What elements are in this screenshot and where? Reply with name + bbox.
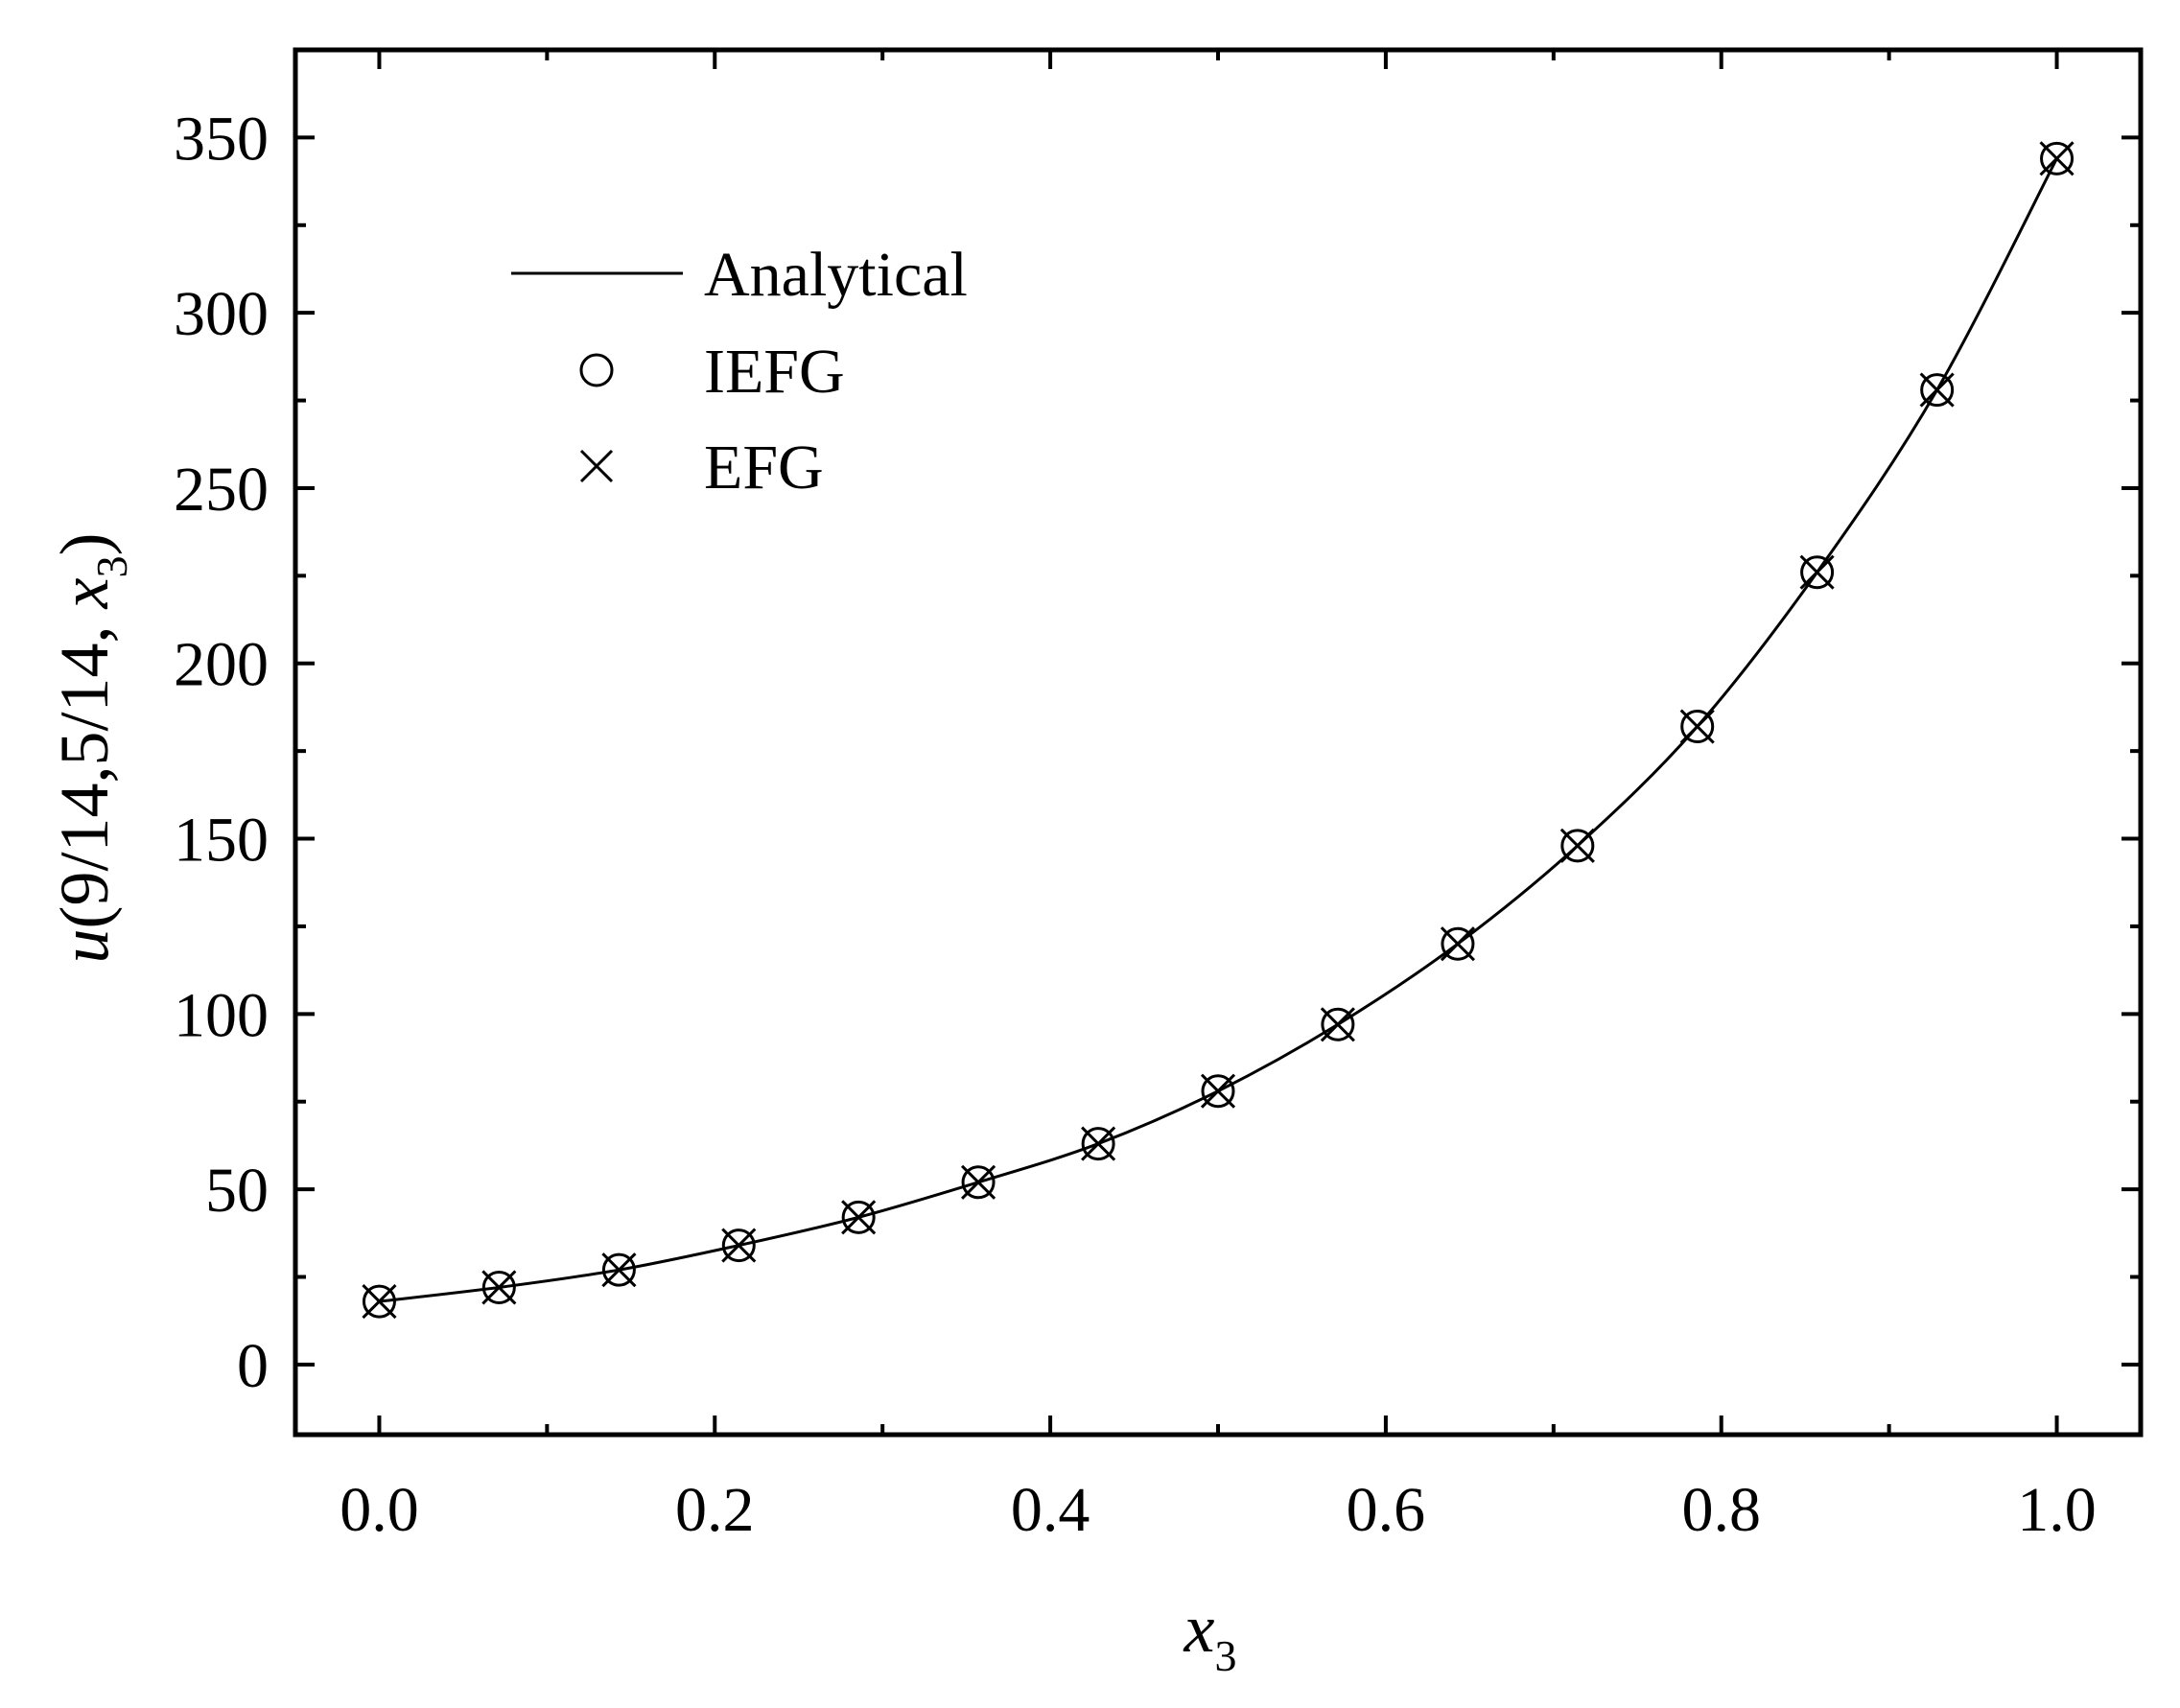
iefg-point <box>1081 1127 1115 1161</box>
legend-efg-label: EFG <box>704 433 824 503</box>
y-tick-label: 200 <box>174 630 269 700</box>
y-axis-label-close: ) <box>46 533 123 556</box>
y-axis-label: u(9/14,5/14, x3) <box>46 533 136 964</box>
y-tick-label: 300 <box>174 279 269 349</box>
x-tick-label: 0.6 <box>1347 1475 1426 1545</box>
legend-analytical-label: Analytical <box>704 240 968 310</box>
efg-point <box>1440 926 1476 962</box>
x-tick-label: 0.4 <box>1011 1475 1090 1545</box>
iefg-point <box>1920 373 1955 408</box>
efg-point <box>1081 1126 1116 1161</box>
iefg-point <box>1201 1074 1235 1109</box>
efg-point <box>960 1164 996 1200</box>
y-axis-label-func: u <box>46 928 123 963</box>
efg-point <box>1559 828 1595 863</box>
iefg-point <box>1680 710 1715 744</box>
y-tick-label: 250 <box>174 455 269 525</box>
y-axis-label-sub: 3 <box>87 556 136 578</box>
iefg-point <box>2040 141 2075 175</box>
efg-point <box>1200 1073 1236 1109</box>
iefg-point <box>601 1252 636 1287</box>
plot-frame <box>293 47 2144 1438</box>
efg-point <box>841 1200 877 1235</box>
efg-point <box>2039 141 2075 176</box>
iefg-point <box>961 1165 996 1200</box>
x-tick-label: 1.0 <box>2017 1475 2097 1545</box>
y-tick-label: 100 <box>174 980 269 1050</box>
efg-point <box>481 1270 517 1305</box>
efg-point <box>721 1228 757 1263</box>
y-tick-label: 50 <box>205 1156 269 1226</box>
y-tick-label: 350 <box>174 104 269 174</box>
iefg-point <box>1800 555 1835 590</box>
efg-point <box>601 1252 637 1288</box>
efg-point <box>1799 554 1835 590</box>
legend-iefg-marker <box>579 353 614 387</box>
x-tick-label: 0.2 <box>675 1475 755 1545</box>
efg-point <box>1679 709 1715 744</box>
efg-point <box>362 1284 397 1320</box>
legend: Analytical IEFG EFG <box>511 240 968 503</box>
x-axis-label: x3 <box>1184 1590 1237 1680</box>
x-axis-label-main: x <box>1184 1590 1215 1667</box>
iefg-point <box>1560 829 1595 863</box>
tick-labels: 0.0 0.2 0.4 0.6 0.8 1.0 0 50 100 150 200 250 300 350 <box>174 104 2097 1545</box>
y-tick-label: 0 <box>237 1331 269 1401</box>
y-tick-label: 150 <box>174 806 269 876</box>
x-tick-label: 0.8 <box>1681 1475 1761 1545</box>
axis-ticks <box>295 50 2141 1435</box>
efg-point <box>1919 372 1955 408</box>
legend-iefg-label: IEFG <box>704 337 845 407</box>
iefg-point <box>362 1284 396 1319</box>
iefg-point <box>1321 1007 1355 1041</box>
iefg-point <box>1441 926 1475 961</box>
y-axis-label-var: x <box>46 577 123 609</box>
efg-point <box>1320 1007 1355 1042</box>
series-layer <box>362 141 2075 1320</box>
iefg-point <box>841 1200 876 1234</box>
x-tick-label: 0.0 <box>340 1475 419 1545</box>
x-axis-label-sub: 3 <box>1214 1631 1236 1680</box>
legend-efg-marker <box>579 449 614 483</box>
series-analytical-line <box>379 157 2058 1303</box>
iefg-point <box>481 1270 516 1304</box>
y-axis-label-args: (9/14,5/14, <box>46 608 123 928</box>
iefg-point <box>721 1228 756 1263</box>
